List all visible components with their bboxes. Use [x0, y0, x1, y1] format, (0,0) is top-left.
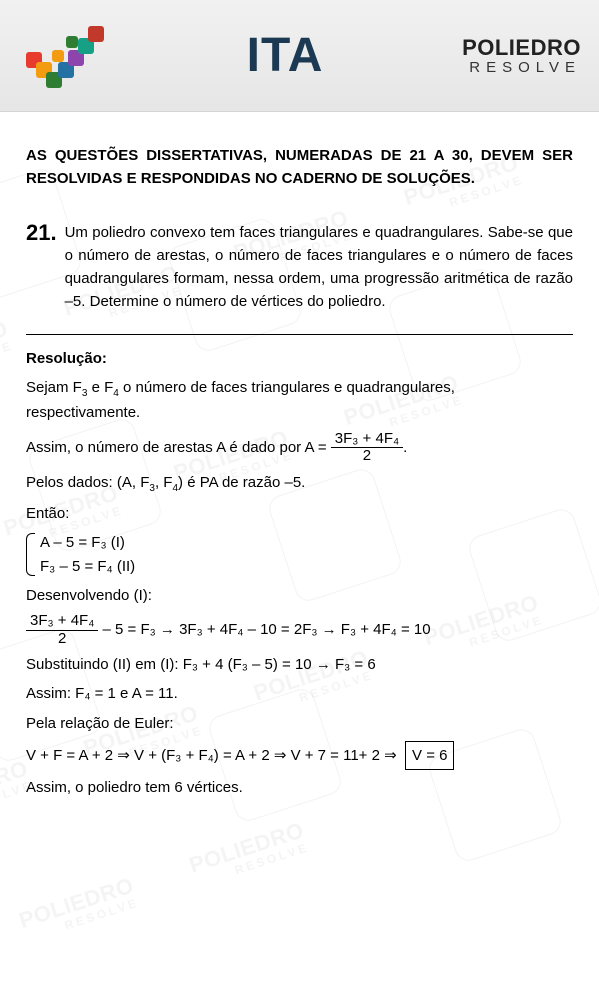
fraction-1: 3F₃ + 4F₄ 2 — [331, 431, 403, 465]
res-eq-1: 3F₃ + 4F₄ 2 – 5 = F₃ → 3F₃ + 4F₄ – 10 = … — [26, 613, 573, 647]
puzzle-check-icon — [18, 16, 108, 96]
question-number: 21. — [26, 221, 57, 314]
center-title: ITA — [247, 28, 324, 83]
question-block: 21. Um poliedro convexo tem faces triang… — [26, 221, 573, 314]
brand-line1: POLIEDRO — [462, 35, 581, 61]
separator-line — [26, 334, 573, 335]
fraction-2: 3F₃ + 4F₄ 2 — [26, 613, 98, 647]
equation-system: A – 5 = F₃ (I) F₃ – 5 = F₄ (II) — [26, 531, 573, 578]
question-text: Um poliedro convexo tem faces triangular… — [65, 221, 573, 314]
res-line-6: Substituindo (II) em (I): F₃ + 4 (F₃ – 5… — [26, 653, 573, 676]
sys-eq-1: A – 5 = F₃ (I) — [40, 531, 573, 554]
res-line-3: Pelos dados: (A, F3, F4) é PA de razão –… — [26, 471, 573, 497]
res-eq-2: V + F = A + 2 ⇒ V + (F₃ + F₄) = A + 2 ⇒ … — [26, 741, 573, 770]
page-header: ITA POLIEDRO RESOLVE — [0, 0, 599, 112]
res-line-8: Pela relação de Euler: — [26, 712, 573, 735]
res-line-2: Assim, o número de arestas A é dado por … — [26, 431, 573, 465]
page-content: AS QUESTÕES DISSERTATIVAS, NUMERADAS DE … — [0, 112, 599, 829]
res-line-5: Desenvolvendo (I): — [26, 584, 573, 607]
sys-eq-2: F₃ – 5 = F₄ (II) — [40, 555, 573, 578]
res-line-9: Assim, o poliedro tem 6 vértices. — [26, 776, 573, 799]
resolution-title: Resolução: — [26, 347, 573, 370]
boxed-answer: V = 6 — [405, 741, 454, 770]
brand-logo: POLIEDRO RESOLVE — [462, 35, 581, 76]
resolution-block: Resolução: Sejam F3 e F4 o número de fac… — [26, 347, 573, 800]
brand-line2: RESOLVE — [462, 59, 581, 76]
res-line-4: Então: — [26, 502, 573, 525]
res-line-7: Assim: F₄ = 1 e A = 11. — [26, 682, 573, 705]
instruction-text: AS QUESTÕES DISSERTATIVAS, NUMERADAS DE … — [26, 144, 573, 191]
res-line-1: Sejam F3 e F4 o número de faces triangul… — [26, 376, 573, 425]
